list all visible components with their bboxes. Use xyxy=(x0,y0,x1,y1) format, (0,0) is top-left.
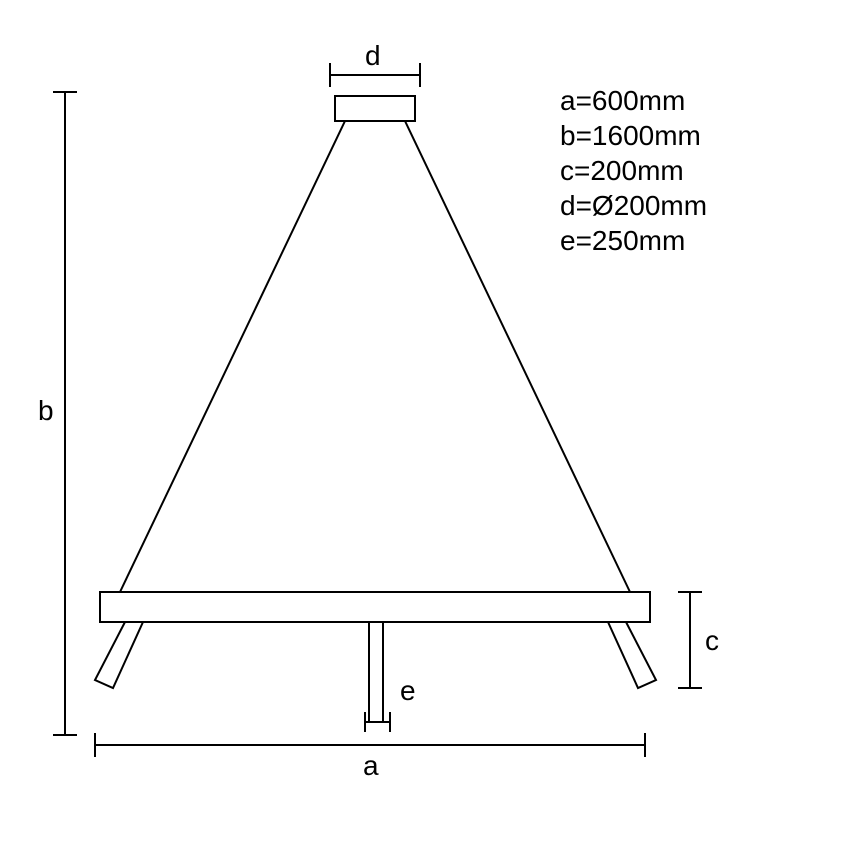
dimension-c-label: c xyxy=(705,625,719,656)
shelf-rect xyxy=(100,592,650,622)
collar-rect xyxy=(335,96,415,121)
dimension-a-label: a xyxy=(363,750,379,781)
dimension-d-label: d xyxy=(365,40,381,71)
legend-item-c: c=200mm xyxy=(560,155,684,186)
legend-item-a: a=600mm xyxy=(560,85,685,116)
left-leg xyxy=(95,622,143,688)
legend-item-d: d=Ø200mm xyxy=(560,190,707,221)
dimension-e-label: e xyxy=(400,675,416,706)
right-leg xyxy=(608,622,656,688)
legend: a=600mm b=1600mm c=200mm d=Ø200mm e=250m… xyxy=(560,85,707,256)
dimension-c xyxy=(678,592,702,688)
center-post xyxy=(369,622,383,722)
dimension-b-label: b xyxy=(38,395,54,426)
legend-item-b: b=1600mm xyxy=(560,120,701,151)
technical-diagram: d b a c e a=600mm b=1600mm c=200mm d=Ø20… xyxy=(0,0,868,868)
cone-outline xyxy=(120,121,630,592)
legend-item-e: e=250mm xyxy=(560,225,685,256)
dimension-b xyxy=(53,92,77,735)
